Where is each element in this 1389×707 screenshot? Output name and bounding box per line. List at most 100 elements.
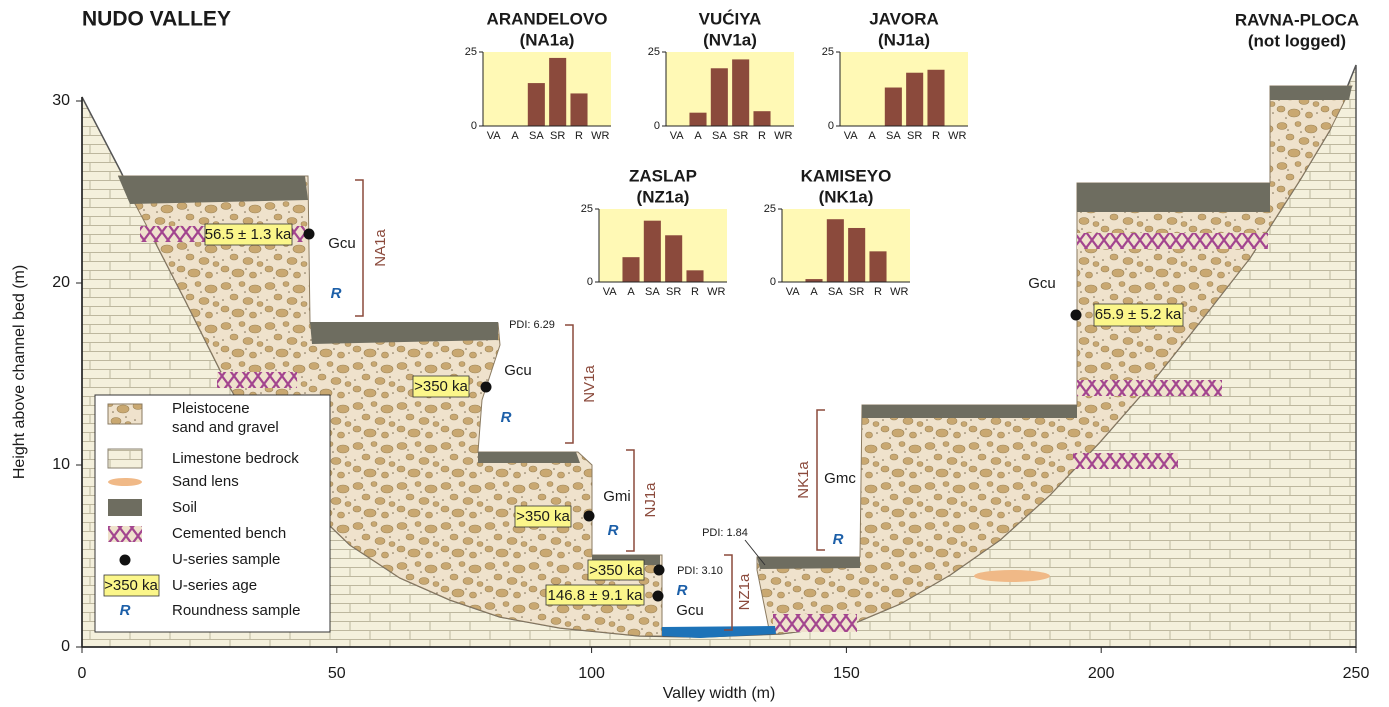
facies-label: Gcu	[676, 602, 704, 619]
age-label: 56.5 ± 1.3 ka	[205, 226, 292, 243]
y-tick-label: 10	[52, 456, 70, 473]
x-tick-label: A	[511, 130, 519, 142]
x-tick-label: 50	[328, 665, 346, 682]
x-tick-label: A	[627, 286, 635, 298]
bar	[906, 73, 923, 126]
pdi-label: PDI: 6.29	[509, 319, 555, 331]
y-tick-label: 25	[764, 203, 776, 215]
bar	[644, 221, 661, 282]
facies-label: Gmi	[603, 488, 631, 505]
pdi-label: PDI: 3.10	[677, 565, 723, 577]
legend-symbol: >350 ka	[104, 577, 158, 594]
legend-label: Roundness sample	[172, 602, 300, 619]
unit-label: NV1a	[581, 365, 598, 403]
y-tick-label: 0	[654, 120, 660, 132]
x-tick-label: 100	[578, 665, 605, 682]
x-tick-label: A	[868, 130, 876, 142]
x-tick-label: 150	[833, 665, 860, 682]
bar	[885, 88, 902, 126]
x-tick-label: SR	[849, 286, 864, 298]
site-note: (not logged)	[1248, 31, 1346, 50]
x-tick-label: VA	[670, 130, 685, 142]
legend-label: Soil	[172, 499, 197, 516]
x-tick-label: 250	[1343, 665, 1370, 682]
x-tick-label: SR	[550, 130, 565, 142]
site-label: RAVNA-PLOCA	[1235, 10, 1359, 29]
facies-label: Gcu	[328, 235, 356, 252]
x-tick-label: SA	[886, 130, 901, 142]
x-tick-label: SR	[907, 130, 922, 142]
x-tick-label: VA	[844, 130, 859, 142]
bar	[827, 219, 844, 282]
x-tick-label: R	[758, 130, 766, 142]
y-tick-label: 0	[828, 120, 834, 132]
facies-label: Gmc	[824, 470, 856, 487]
inset-title: ARANDELOVO	[487, 9, 608, 28]
bar	[848, 228, 865, 282]
pdi-label: PDI: 1.84	[702, 527, 748, 539]
inset-subtitle: (NA1a)	[520, 30, 575, 49]
x-tick-label: WR	[948, 130, 966, 142]
age-label: >350 ka	[414, 378, 468, 395]
bar	[869, 251, 886, 282]
x-tick-label: 0	[78, 665, 87, 682]
sand-lens	[974, 570, 1050, 582]
bar	[753, 111, 770, 126]
unit-label: NA1a	[372, 229, 389, 267]
inset-title: VUĆIYA	[699, 9, 762, 28]
x-tick-label: A	[810, 286, 818, 298]
roundness-marker: R	[331, 285, 342, 302]
inset-title: ZASLAP	[629, 166, 697, 185]
age-label: >350 ka	[516, 508, 570, 525]
inset-subtitle: (NK1a)	[819, 187, 874, 206]
x-tick-label: VA	[603, 286, 618, 298]
x-tick-label: SA	[712, 130, 727, 142]
y-tick-label: 25	[581, 203, 593, 215]
age-label: 146.8 ± 9.1 ka	[548, 587, 644, 604]
inset-title: KAMISEYO	[801, 166, 892, 185]
bar	[549, 58, 566, 126]
x-tick-label: WR	[774, 130, 792, 142]
bar	[686, 270, 703, 282]
x-tick-label: SR	[666, 286, 681, 298]
x-tick-label: SA	[645, 286, 660, 298]
legend-label: sand and gravel	[172, 419, 279, 436]
unit-label: NZ1a	[736, 573, 753, 610]
unit-label: NK1a	[795, 461, 812, 499]
pdi-leader	[745, 540, 765, 565]
legend-label: Cemented bench	[172, 525, 286, 542]
legend: Pleistocene sand and gravel Limestone be…	[95, 395, 330, 632]
legend-label: U-series age	[172, 577, 257, 594]
x-tick-label: WR	[707, 286, 725, 298]
inset-plot	[599, 209, 727, 282]
x-tick-label: R	[691, 286, 699, 298]
x-tick-label: VA	[487, 130, 502, 142]
bar	[528, 83, 545, 126]
roundness-marker: R	[501, 409, 512, 426]
y-tick-label: 0	[61, 638, 70, 655]
roundness-marker: R	[608, 522, 619, 539]
bar	[711, 68, 728, 126]
x-tick-label: R	[932, 130, 940, 142]
y-tick-label: 0	[770, 276, 776, 288]
y-tick-label: 0	[587, 276, 593, 288]
x-tick-label: R	[575, 130, 583, 142]
y-tick-label: 30	[52, 92, 70, 109]
y-tick-label: 0	[471, 120, 477, 132]
figure: NA1a NV1a NJ1a NZ1a NK1a 56.5 ± 1.3 ka >…	[0, 0, 1389, 707]
y-tick-label: 25	[822, 46, 834, 58]
x-tick-label: SA	[828, 286, 843, 298]
legend-label: Sand lens	[172, 473, 239, 490]
x-tick-label: A	[694, 130, 702, 142]
unit-label: NJ1a	[642, 482, 659, 518]
x-tick-label: WR	[591, 130, 609, 142]
x-tick-label: SR	[733, 130, 748, 142]
age-label: 65.9 ± 5.2 ka	[1095, 306, 1182, 323]
bar	[570, 93, 587, 126]
y-tick-label: 20	[52, 274, 70, 291]
bar	[665, 235, 682, 282]
x-tick-label: WR	[890, 286, 908, 298]
bar	[732, 59, 749, 126]
bar	[927, 70, 944, 126]
legend-label: Limestone bedrock	[172, 450, 299, 467]
